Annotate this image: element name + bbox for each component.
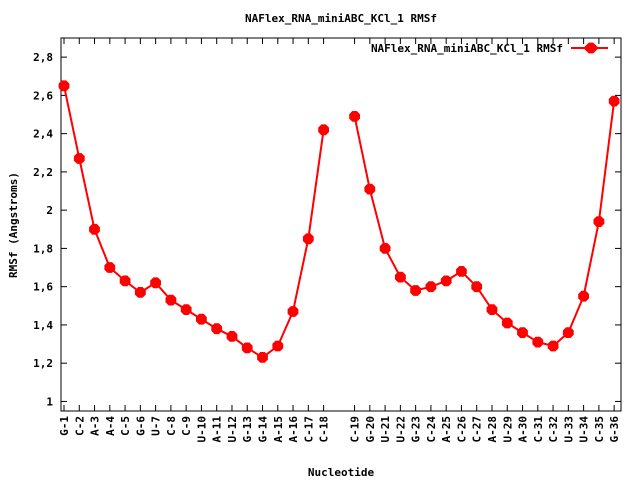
data-point <box>134 287 146 298</box>
y-tick-label: 1 <box>46 395 53 408</box>
data-point <box>440 275 452 287</box>
chart-title: NAFlex_RNA_miniABC_KCl_1 RMSf <box>245 12 437 25</box>
data-point <box>349 111 360 122</box>
data-point <box>532 336 544 348</box>
x-tick-label: G-14 <box>257 416 270 443</box>
x-tick-label: A-15 <box>272 416 285 443</box>
x-tick-label: G-23 <box>410 416 423 443</box>
x-tick-label: G-20 <box>364 416 377 443</box>
data-point <box>302 233 314 245</box>
y-tick-label: 1,4 <box>33 319 53 332</box>
data-point <box>318 124 329 136</box>
data-point <box>226 331 238 342</box>
data-point <box>364 183 376 195</box>
x-axis-label: Nucleotide <box>308 466 375 479</box>
data-point <box>272 340 284 352</box>
data-point <box>425 281 437 293</box>
data-point <box>578 290 589 302</box>
y-tick-label: 2,6 <box>33 89 53 102</box>
data-point <box>547 340 559 352</box>
data-point <box>517 327 528 338</box>
data-point <box>456 266 467 277</box>
x-tick-label: A-4 <box>104 416 117 436</box>
data-point <box>196 313 207 325</box>
data-point <box>241 342 253 354</box>
data-point <box>119 275 131 287</box>
data-point <box>73 153 85 164</box>
y-tick-label: 1,2 <box>33 357 53 370</box>
plot-border <box>60 37 622 412</box>
x-tick-label: C-19 <box>349 416 362 443</box>
data-point <box>562 327 574 338</box>
y-axis: 1 1,2 1,4 1,6 1,8 2 2,2 2,4 2,6 2,8 <box>33 51 621 408</box>
data-point <box>287 306 299 317</box>
legend: NAFlex_RNA_miniABC_KCl_1 RMSf <box>371 42 608 55</box>
data-point <box>593 216 605 227</box>
legend-marker <box>583 42 599 54</box>
x-tick-label: U-12 <box>226 416 239 443</box>
x-tick-label: G-13 <box>241 416 254 443</box>
x-tick-label: C-26 <box>455 416 468 443</box>
x-tick-label: C-24 <box>425 416 438 443</box>
data-point <box>165 294 177 306</box>
data-point <box>211 323 223 335</box>
x-tick-label: U-7 <box>150 416 163 436</box>
x-tick-label: U-29 <box>501 416 514 443</box>
data-point <box>180 304 192 315</box>
y-axis-label: RMSf (Angstroms) <box>7 172 20 278</box>
data-point <box>58 80 70 92</box>
x-tick-label: G-36 <box>608 416 621 443</box>
x-tick-label: G-1 <box>58 416 71 436</box>
x-tick-label: C-32 <box>547 416 560 443</box>
x-tick-label: C-18 <box>318 416 331 443</box>
x-tick-label: C-5 <box>119 416 132 436</box>
x-tick-label: G-6 <box>134 416 147 436</box>
x-tick-label: A-28 <box>486 416 499 443</box>
data-point <box>150 277 161 289</box>
data-point <box>89 223 100 235</box>
x-tick-label: U-34 <box>578 416 591 443</box>
y-tick-label: 2 <box>46 204 53 217</box>
x-tick-label: A-25 <box>440 416 453 443</box>
x-tick-label: A-30 <box>517 416 530 443</box>
x-tick-label: U-21 <box>379 416 392 443</box>
y-tick-label: 1,8 <box>33 242 53 255</box>
series-line-segment-1 <box>63 85 325 359</box>
series-rmsf <box>58 80 620 363</box>
x-tick-label: C-31 <box>532 416 545 443</box>
y-tick-label: 2,4 <box>33 128 53 141</box>
x-tick-label: C-27 <box>471 416 484 443</box>
y-tick-label: 2,2 <box>33 166 53 179</box>
x-tick-label: U-22 <box>394 416 407 443</box>
data-point <box>471 281 483 293</box>
x-tick-label: C-17 <box>302 416 315 443</box>
x-tick-label: A-16 <box>287 416 300 443</box>
x-tick-label: A-3 <box>89 416 102 436</box>
x-tick-label: C-35 <box>593 416 606 443</box>
y-tick-label: 2,8 <box>33 51 53 64</box>
y-tick-label: 1,6 <box>33 281 53 294</box>
data-point <box>486 304 498 315</box>
data-point <box>257 352 268 363</box>
x-tick-label: C-8 <box>165 416 178 436</box>
x-axis: G-1 C-2 A-3 A-4 C-5 G-6 U-7 C-8 C-9 U-10 A-11 U-12 G… <box>58 38 621 443</box>
x-tick-label: U-10 <box>195 416 208 443</box>
data-point <box>104 262 116 273</box>
data-point <box>608 95 620 107</box>
data-point <box>501 317 513 329</box>
data-point <box>410 285 421 296</box>
x-tick-label: C-9 <box>180 416 193 436</box>
x-tick-label: U-33 <box>562 416 575 443</box>
series-line-segment-2 <box>353 100 616 348</box>
x-tick-label: C-2 <box>73 416 86 436</box>
data-point <box>379 243 391 254</box>
x-tick-label: A-11 <box>211 416 224 443</box>
data-point <box>395 271 406 283</box>
legend-label: NAFlex_RNA_miniABC_KCl_1 RMSf <box>371 42 563 55</box>
